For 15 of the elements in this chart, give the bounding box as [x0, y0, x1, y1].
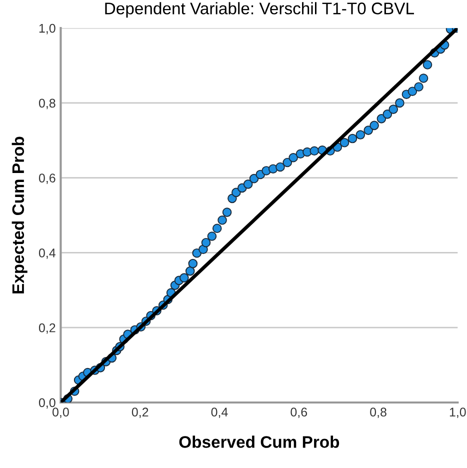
y-tick-label: 1,0 [39, 24, 56, 34]
chart-title: Dependent Variable: Verschil T1-T0 CBVL [105, 2, 414, 18]
y-tick-label: 0,8 [38, 98, 56, 110]
x-axis-title: Observed Cum Prob [179, 436, 340, 448]
x-tick-label: 1,0 [450, 408, 466, 418]
x-tick-label: 0,0 [52, 408, 69, 418]
x-tick-label: 0,2 [132, 408, 148, 418]
y-axis-title: Expected Cum Prob [12, 136, 28, 294]
y-tick-label: 0,4 [38, 248, 56, 259]
y-tick-label: 0,0 [38, 398, 56, 409]
x-tick-label: 0,8 [370, 408, 386, 418]
y-tick-label: 0,2 [38, 323, 56, 334]
x-tick-label: 0,6 [290, 408, 308, 418]
y-tick-label: 0,6 [38, 174, 56, 184]
x-tick-label: 0,4 [211, 408, 228, 418]
